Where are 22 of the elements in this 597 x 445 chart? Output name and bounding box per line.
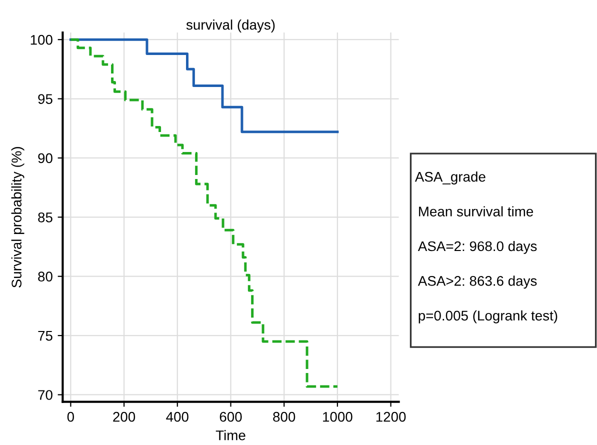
y-tick-label: 90 bbox=[38, 153, 52, 164]
x-tick-label: 1200 bbox=[376, 412, 406, 422]
text: ASA=2: 968.0 days bbox=[418, 240, 537, 254]
y-tick-label: 100 bbox=[30, 34, 52, 45]
x-tick-label: 200 bbox=[113, 412, 136, 422]
x-tick-label: 1000 bbox=[323, 412, 352, 422]
x-axis-title: Time bbox=[216, 430, 246, 440]
chart-title: survival (days) bbox=[186, 20, 275, 32]
x-tick-label: 800 bbox=[273, 412, 296, 422]
y-tick-label: 85 bbox=[38, 212, 52, 222]
y-tick-label: 75 bbox=[38, 331, 52, 341]
x-tick-label: 600 bbox=[220, 412, 242, 422]
text: p=0.005 (Logrank test) bbox=[418, 310, 558, 324]
y-tick-label: 80 bbox=[38, 272, 52, 282]
y-tick-label: 70 bbox=[38, 390, 52, 400]
y-tick-label: 95 bbox=[38, 94, 52, 104]
text: Mean survival time bbox=[419, 206, 534, 216]
y-axis-title: Survival probability (%) bbox=[11, 147, 24, 288]
x-tick-label: 400 bbox=[166, 412, 188, 422]
text: ASA_grade bbox=[414, 172, 486, 184]
text: ASA>2: 863.6 days bbox=[418, 276, 537, 289]
x-tick-label: 0 bbox=[67, 412, 74, 422]
